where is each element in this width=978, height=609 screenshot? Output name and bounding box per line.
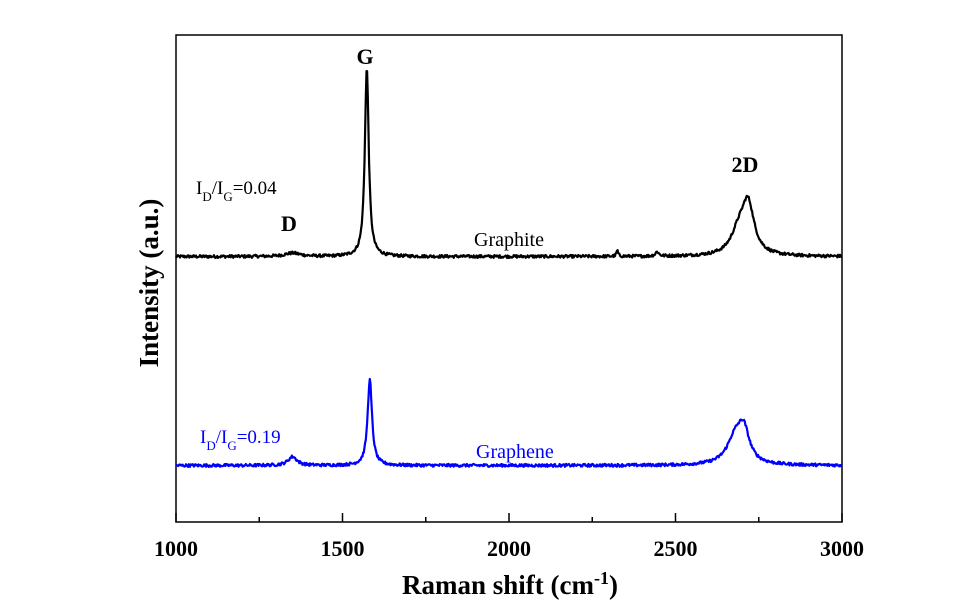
ratio-graphite-label: ID/IG=0.04 [196,178,277,204]
peak-d-label: D [281,211,297,236]
ratio-graphite-value: =0.04 [233,178,277,199]
peak-g-label: G [356,44,373,69]
x-tick-label: 2500 [654,536,698,561]
ratio-graphene-sub1: D [206,438,215,453]
ratio-graphene-value: =0.19 [237,427,281,448]
ratio-graphene-label: ID/IG=0.19 [200,427,281,453]
ratio-graphene-sub2: G [227,438,236,453]
x-tick-label: 1000 [154,536,198,561]
ratio-graphite-mid: /I [212,178,224,199]
series-line-graphene [175,377,843,468]
x-tick-label: 3000 [820,536,864,561]
peak-2d-label: 2D [732,152,759,177]
x-axis-tick-labels: 1000 1500 2000 2500 3000 [154,536,864,561]
x-tick-label: 1500 [321,536,365,561]
y-axis-label: Intensity (a.u.) [134,199,164,368]
series-line-graphite [175,70,843,259]
ratio-graphene-mid: /I [216,427,228,448]
x-tick-label: 2000 [487,536,531,561]
series-label-graphite: Graphite [474,229,544,251]
series-label-graphene: Graphene [476,441,554,463]
series-group [175,70,843,468]
x-axis-label: Raman shift (cm-1) [402,568,618,600]
x-axis-ticks [175,513,843,522]
x-axis-label-sup: -1 [594,568,609,588]
x-axis-label-close: ) [609,570,618,600]
ratio-graphite-sub2: G [223,189,232,204]
ratio-graphite-sub1: D [202,189,211,204]
